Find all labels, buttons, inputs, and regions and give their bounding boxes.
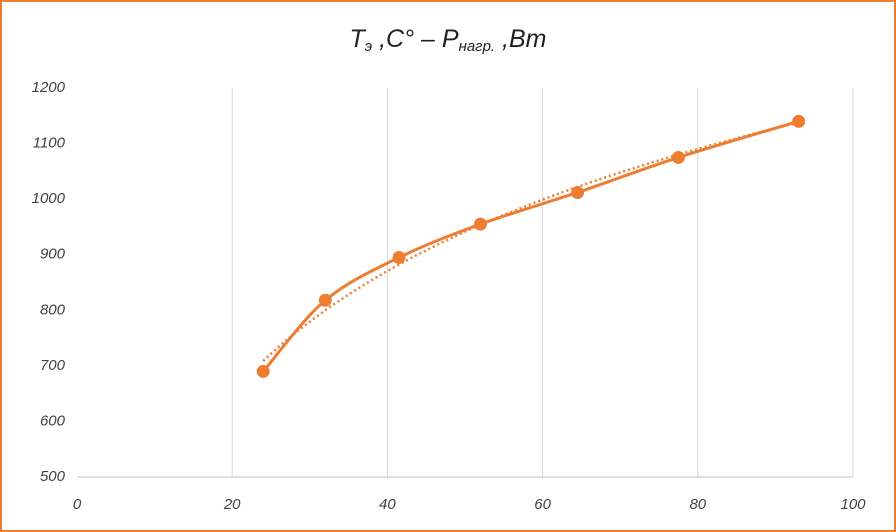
x-tick-label: 80 [689,496,706,513]
data-point [392,250,406,264]
y-tick-label: 600 [40,412,66,429]
x-tick-label: 0 [73,496,82,513]
title-subscript: э [365,38,372,55]
data-point [318,293,332,307]
data-point [671,150,685,164]
y-tick-label: 700 [40,357,66,374]
y-tick-label: 800 [40,301,66,318]
y-tick-label: 1100 [33,135,66,152]
y-tick-label: 1200 [32,79,66,96]
x-tick-label: 60 [534,496,551,513]
y-tick-label: 500 [40,468,66,485]
x-tick-label: 40 [379,496,396,513]
data-point [571,185,585,199]
data-point [792,114,806,128]
data-point [474,217,488,231]
title-text: T [349,25,366,53]
y-tick-label: 900 [40,246,66,263]
title-subscript: нагр. [459,38,496,55]
chart-title: Tэ ,C° – Pнагр. ,Вт [349,25,546,55]
x-tick-label: 100 [840,496,866,513]
trendline [262,121,799,362]
title-text: ,Вт [495,25,546,53]
y-tick-label: 1000 [32,190,66,207]
x-tick-label: 20 [223,496,241,513]
title-text: ,C° – P [372,25,459,53]
data-point [256,364,270,378]
